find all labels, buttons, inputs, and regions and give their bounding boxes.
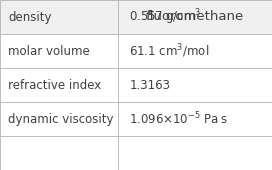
Text: fluoromethane: fluoromethane (146, 11, 244, 23)
Text: 1.096×10$^{-5}$ Pa s: 1.096×10$^{-5}$ Pa s (129, 111, 228, 127)
Text: refractive index: refractive index (8, 79, 101, 91)
Bar (0, 0, 272, 34)
Text: molar volume: molar volume (8, 45, 90, 57)
Text: 1.3163: 1.3163 (129, 79, 170, 91)
Text: dynamic viscosity: dynamic viscosity (8, 113, 114, 125)
Text: density: density (8, 11, 52, 23)
Text: 61.1 cm$^3$/mol: 61.1 cm$^3$/mol (129, 42, 209, 60)
Text: 0.557 g/cm$^3$: 0.557 g/cm$^3$ (129, 7, 202, 27)
